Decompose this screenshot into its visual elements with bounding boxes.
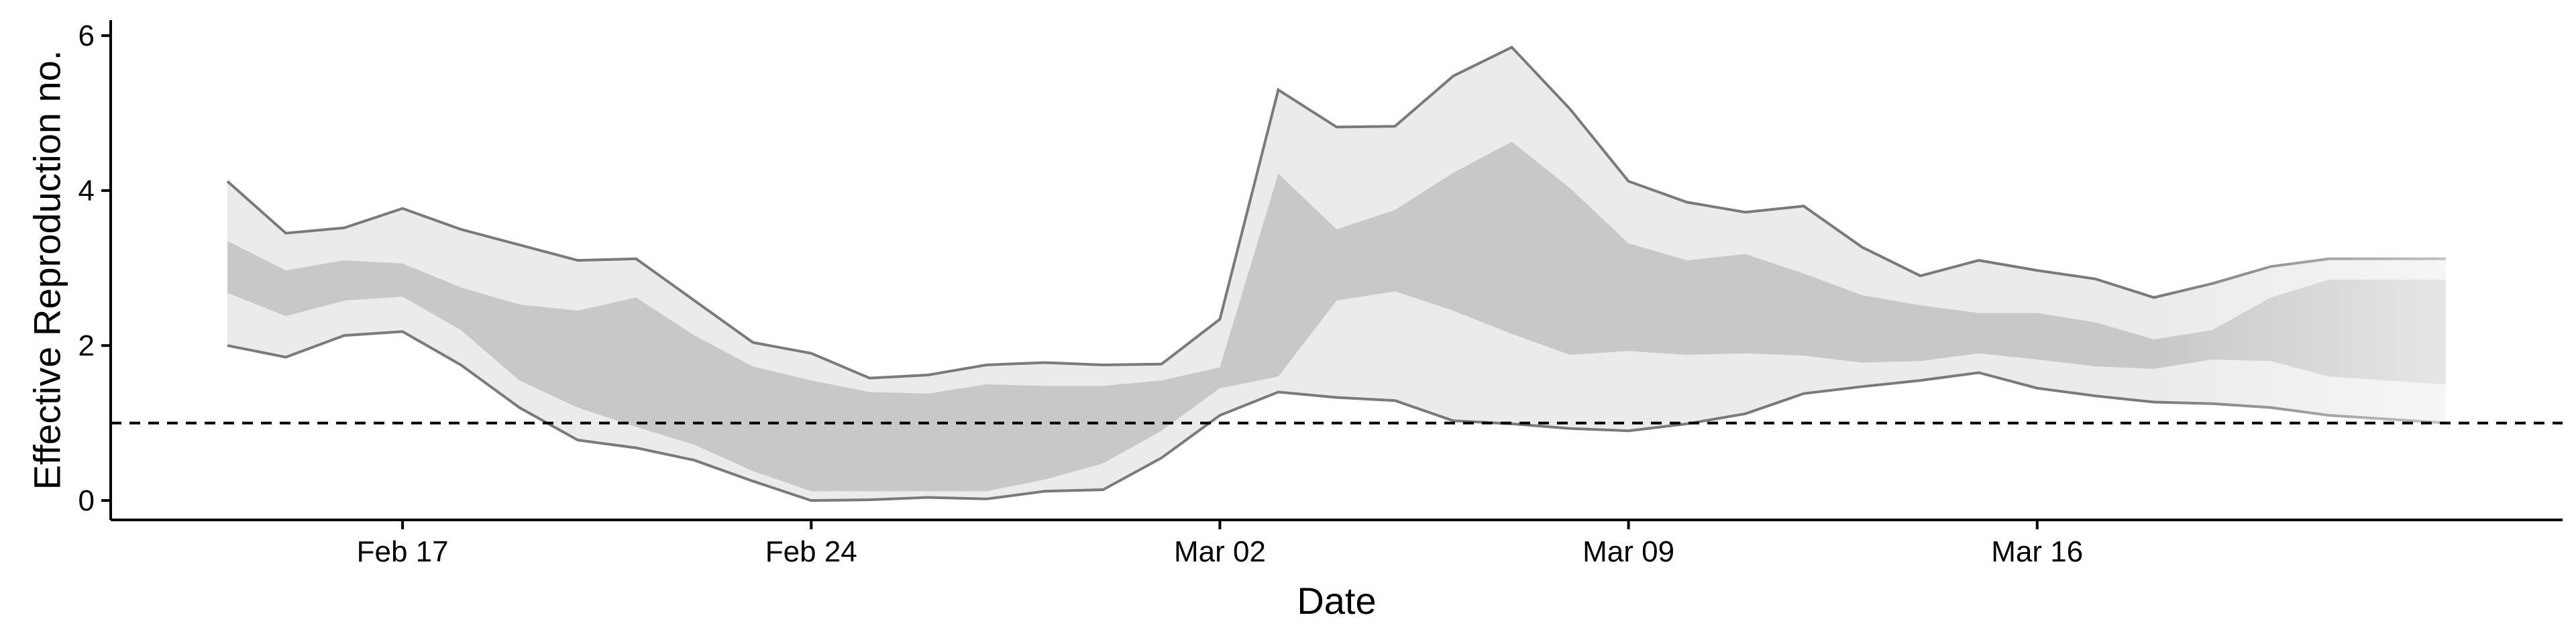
outer-band-lower-line — [227, 330, 2447, 502]
x-axis-title: Date — [1297, 580, 1376, 622]
x-tick-label: Mar 02 — [1174, 535, 1266, 568]
axes-layer — [109, 20, 2563, 521]
y-tick-label: 2 — [78, 329, 95, 362]
y-ticks: 0 2 4 6 — [78, 19, 111, 517]
y-tick-label: 0 — [78, 484, 95, 517]
y-axis-title: Effective Reproduction no. — [26, 50, 68, 490]
x-tick-label: Feb 17 — [357, 535, 449, 568]
tail-fade-overlay — [2153, 20, 2450, 520]
x-tick-label: Mar 09 — [1582, 535, 1674, 568]
inner-band — [227, 142, 2446, 492]
x-ticks: Feb 17 Feb 24 Mar 02 Mar 09 Mar 16 — [357, 520, 2083, 568]
x-tick-label: Feb 24 — [765, 535, 857, 568]
bands-layer — [226, 20, 2450, 520]
outer-band-upper-line — [226, 45, 2446, 380]
y-tick-label: 6 — [78, 19, 95, 52]
x-tick-label: Mar 16 — [1991, 535, 2083, 568]
y-tick-label: 4 — [78, 174, 95, 207]
